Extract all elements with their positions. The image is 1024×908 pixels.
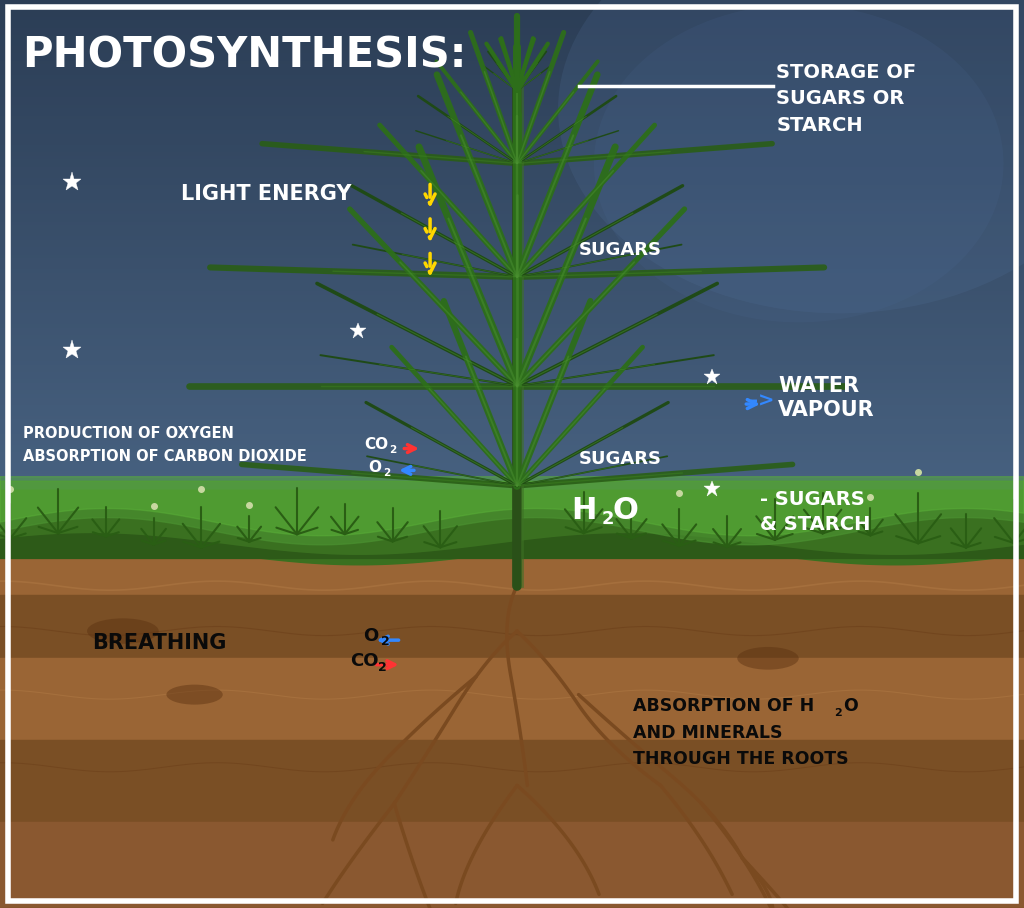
Text: CO: CO xyxy=(365,438,389,452)
Text: PHOTOSYNTHESIS:: PHOTOSYNTHESIS: xyxy=(23,35,467,76)
Ellipse shape xyxy=(558,0,1024,313)
Text: AND MINERALS: AND MINERALS xyxy=(633,724,782,742)
Text: ABSORPTION OF CARBON DIOXIDE: ABSORPTION OF CARBON DIOXIDE xyxy=(23,449,306,464)
Ellipse shape xyxy=(737,646,799,669)
Text: BREATHING: BREATHING xyxy=(92,633,226,653)
Text: THROUGH THE ROOTS: THROUGH THE ROOTS xyxy=(633,750,849,768)
Ellipse shape xyxy=(594,5,1004,322)
Text: CO: CO xyxy=(350,652,379,670)
Text: 2: 2 xyxy=(378,661,387,674)
Text: O: O xyxy=(843,697,857,716)
Text: 2: 2 xyxy=(389,445,396,456)
Text: O: O xyxy=(364,627,379,645)
Text: PRODUCTION OF OXYGEN: PRODUCTION OF OXYGEN xyxy=(23,426,233,440)
Text: SUGARS OR: SUGARS OR xyxy=(776,89,904,107)
Text: STORAGE OF: STORAGE OF xyxy=(776,64,916,82)
Text: VAPOUR: VAPOUR xyxy=(778,400,874,420)
Text: ->: -> xyxy=(750,392,774,410)
Text: 2: 2 xyxy=(381,636,390,648)
Text: 2: 2 xyxy=(383,468,390,479)
Text: H: H xyxy=(571,496,597,525)
Text: LIGHT ENERGY: LIGHT ENERGY xyxy=(181,184,351,204)
Text: SUGARS: SUGARS xyxy=(579,449,662,468)
Text: 2: 2 xyxy=(835,707,843,718)
Ellipse shape xyxy=(87,618,159,644)
Text: O: O xyxy=(369,460,382,475)
Text: STARCH: STARCH xyxy=(776,116,863,134)
Text: 2: 2 xyxy=(602,510,614,528)
Ellipse shape xyxy=(166,685,223,705)
Text: ABSORPTION OF H: ABSORPTION OF H xyxy=(633,697,814,716)
Text: O: O xyxy=(612,496,638,525)
Text: - SUGARS: - SUGARS xyxy=(760,490,864,508)
Text: SUGARS: SUGARS xyxy=(579,241,662,259)
Text: WATER: WATER xyxy=(778,376,859,396)
Text: & STARCH: & STARCH xyxy=(760,516,870,534)
